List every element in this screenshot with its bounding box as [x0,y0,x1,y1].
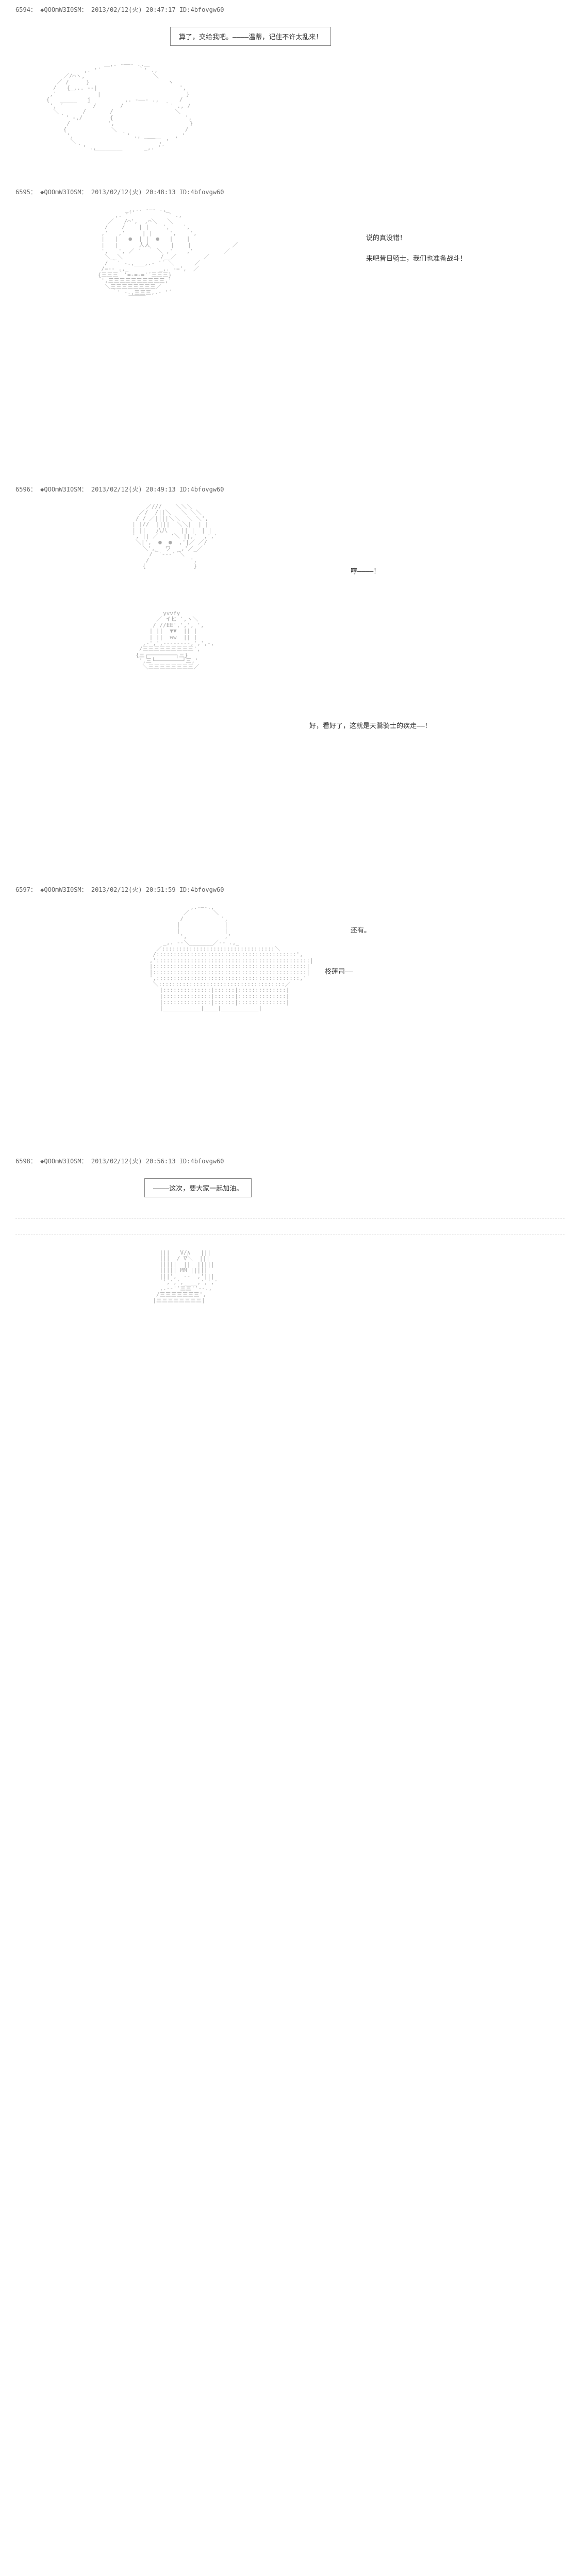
post-6594: 6594： ◆QOOmW3I0SM： 2013/02/12(火) 20:47:1… [0,0,580,172]
post-date: 2013/02/12(火) 20:47:17 [91,6,176,13]
post-content: 哼————！ ／/// ＼＼＼ ／/ /||＼ ＼ ＼＼ / / ／||||＼＼… [15,504,565,865]
post-header: 6594： ◆QOOmW3I0SM： 2013/02/12(火) 20:47:1… [15,5,565,14]
post-6598: 6598： ◆QOOmW3I0SM： 2013/02/12(火) 20:56:1… [0,1151,580,1319]
dialogue-box: 算了，交给我吧。————温蒂，记住不许太乱来！ [170,27,331,46]
post-header: 6595： ◆QOOmW3I0SM： 2013/02/12(火) 20:48:1… [15,188,565,196]
post-date: 2013/02/12(火) 20:56:13 [91,1158,176,1165]
post-id: ID:4bfovgw60 [179,486,224,493]
post-content: 还有。 柊蓮司—— ,.-―-., ／ ＼ / ', | | | | ', ,' [15,904,565,1136]
post-header: 6596： ◆QOOmW3I0SM： 2013/02/12(火) 20:49:1… [15,485,565,494]
post-6597: 6597： ◆QOOmW3I0SM： 2013/02/12(火) 20:51:5… [0,880,580,1141]
ascii-art: ,.-―-., ／ ＼ / ', | | | | ', ,' _,. -‐＼__… [129,904,565,1011]
dialogue-box: ————这次，要大家一起加油。 [144,1178,252,1197]
post-num: 6598 [15,1158,30,1165]
post-date: 2013/02/12(火) 20:51:59 [91,886,176,893]
post-trip: ◆QOOmW3I0SM [40,1158,81,1165]
side-text: 来吧昔日骑士，我们也准备战斗！ [366,253,467,263]
post-id: ID:4bfovgw60 [179,6,224,13]
side-text: 柊蓮司—— [325,966,353,976]
post-id: ID:4bfovgw60 [179,886,224,893]
post-id: ID:4bfovgw60 [179,1158,224,1165]
post-date: 2013/02/12(火) 20:48:13 [91,189,176,196]
post-6595: 6595： ◆QOOmW3I0SM： 2013/02/12(火) 20:48:1… [0,182,580,469]
post-num: 6594 [15,6,30,13]
post-header: 6598： ◆QOOmW3I0SM： 2013/02/12(火) 20:56:1… [15,1157,565,1165]
post-trip: ◆QOOmW3I0SM [40,886,81,893]
post-content: 说的真没错！ 来吧昔日骑士，我们也准备战斗！ _,,.. -―- .,_ ,. … [15,207,565,464]
post-trip: ◆QOOmW3I0SM [40,6,81,13]
post-content: 算了，交给我吧。————温蒂，记住不许太乱来！ ＿,. -――- ..＿ ,. … [15,22,565,157]
post-num: 6597 [15,886,30,893]
side-text: 说的真没错！ [366,232,406,242]
ascii-art: ||| V/∧ ||| ||| / ∇＼ ||| ||||| || ||||| … [129,1250,565,1303]
post-trip: ◆QOOmW3I0SM [40,189,81,196]
post-num: 6595 [15,189,30,196]
post-content: ————这次，要大家一起加油。 ||| V/∧ ||| ||| / ∇＼ |||… [15,1173,565,1303]
ascii-art: ＿,. -――- ..＿ ,. '´ ｀' ., ／/⌒ヽ, ＼ ／ / } ヽ… [15,61,565,157]
post-6596: 6596： ◆QOOmW3I0SM： 2013/02/12(火) 20:49:1… [0,480,580,870]
post-header: 6597： ◆QOOmW3I0SM： 2013/02/12(火) 20:51:5… [15,885,565,894]
post-trip: ◆QOOmW3I0SM [40,486,81,493]
post-date: 2013/02/12(火) 20:49:13 [91,486,176,493]
side-text: 还有。 [351,925,371,935]
post-num: 6596 [15,486,30,493]
post-id: ID:4bfovgw60 [179,189,224,196]
ascii-art: ／/// ＼＼＼ ／/ /||＼ ＼ ＼＼ / / ／||||＼＼ ＼ ＼', … [108,504,565,569]
side-text: 好，看好了，这就是天鵞骑士的疾走——！ [309,720,432,730]
ascii-art: _,,.. -―- .,_ ,. '´ ｀' ., ／ /⌒', ,⌒＼ ＼ /… [77,207,565,302]
ascii-art: yvvfy ／ イヒ ',ヽ＼ / //EE',',', ', | || ▼▼ … [119,611,565,670]
side-text: 哼————！ [351,566,380,575]
